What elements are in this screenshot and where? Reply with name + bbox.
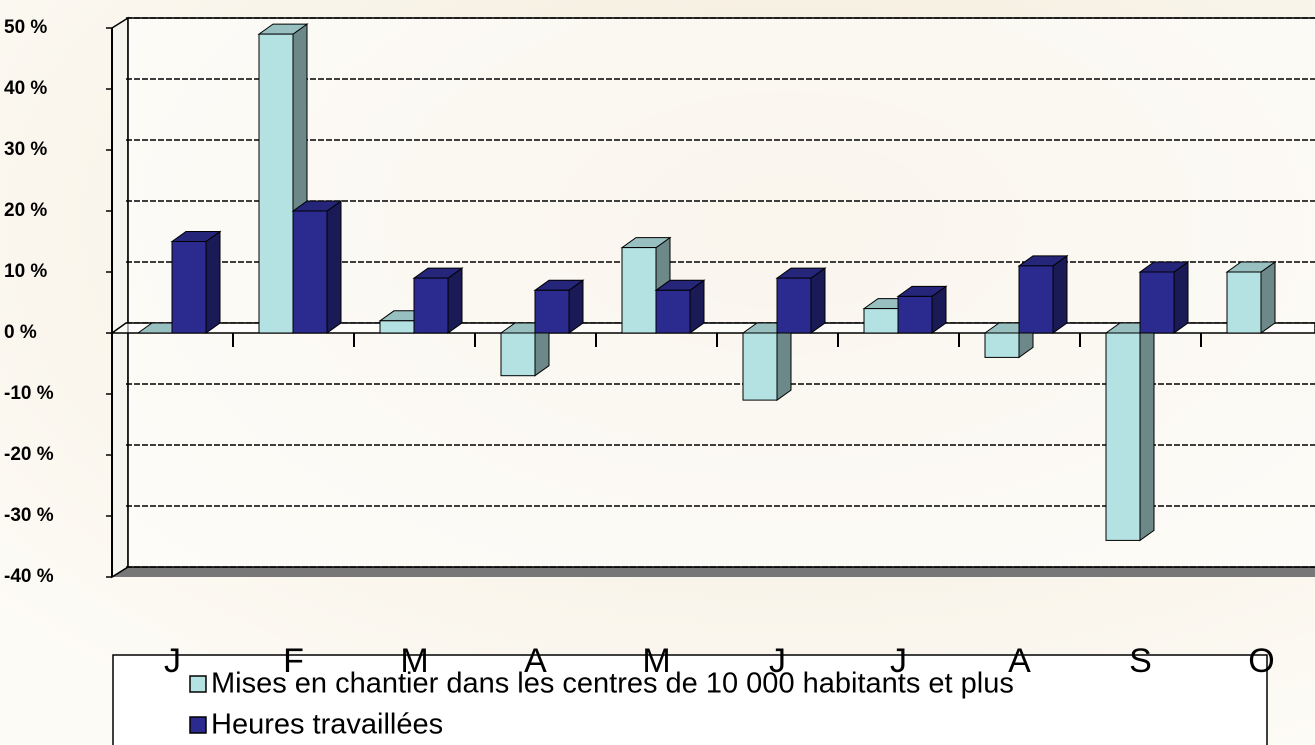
- bar-side: [810, 267, 826, 334]
- y-tick-label: 10 %: [4, 261, 47, 282]
- bar: [534, 289, 570, 334]
- bar: [1226, 271, 1262, 334]
- bar-side: [776, 322, 792, 402]
- y-tick-label: 50 %: [4, 17, 47, 38]
- bar-side: [205, 230, 221, 334]
- y-tick-label: 30 %: [4, 139, 47, 160]
- x-tick-label: M: [642, 642, 670, 680]
- bar: [1139, 271, 1175, 334]
- bar: [292, 210, 328, 334]
- bar: [863, 308, 899, 334]
- floor: [112, 567, 1315, 577]
- x-tick-label: M: [400, 642, 428, 680]
- y-tick-label: 0 %: [4, 322, 37, 343]
- bar-side: [326, 200, 342, 334]
- x-tick-label: A: [1008, 642, 1031, 680]
- side-wall: [111, 16, 129, 579]
- bar: [776, 277, 812, 334]
- bar: [621, 247, 657, 334]
- x-tick-label: F: [283, 642, 304, 680]
- bar-side: [1173, 261, 1189, 334]
- bar: [1105, 332, 1141, 541]
- legend: [112, 654, 1268, 745]
- x-tick-label: S: [1129, 642, 1152, 680]
- bar: [258, 33, 294, 334]
- y-tick-label: 40 %: [4, 78, 47, 99]
- legend-swatch: [189, 675, 207, 693]
- x-tick-label: J: [769, 642, 786, 680]
- bar: [655, 289, 691, 334]
- bar: [984, 332, 1020, 358]
- y-tick-label: -10 %: [4, 383, 54, 404]
- x-tick-label: O: [1248, 642, 1274, 680]
- bar: [171, 241, 207, 334]
- y-tick-label: -20 %: [4, 444, 54, 465]
- y-tick-label: -40 %: [4, 566, 54, 587]
- bar-side: [1260, 261, 1276, 334]
- x-tick-label: J: [164, 642, 181, 680]
- legend-label: Mises en chantier dans les centres de 10…: [211, 668, 1014, 700]
- bar-side: [1139, 322, 1155, 542]
- bar-side: [447, 267, 463, 334]
- x-tick-label: A: [524, 642, 547, 680]
- bar: [379, 320, 415, 334]
- bar-side: [1052, 254, 1068, 334]
- bar: [897, 295, 933, 334]
- x-tick-label: J: [890, 642, 907, 680]
- y-tick-label: -30 %: [4, 505, 54, 526]
- bar: [742, 332, 778, 401]
- bar: [500, 332, 536, 377]
- legend-label: Heures travaillées: [211, 709, 443, 741]
- bar: [413, 277, 449, 334]
- y-tick-label: 20 %: [4, 200, 47, 221]
- legend-swatch: [189, 716, 207, 734]
- bar: [1018, 265, 1054, 334]
